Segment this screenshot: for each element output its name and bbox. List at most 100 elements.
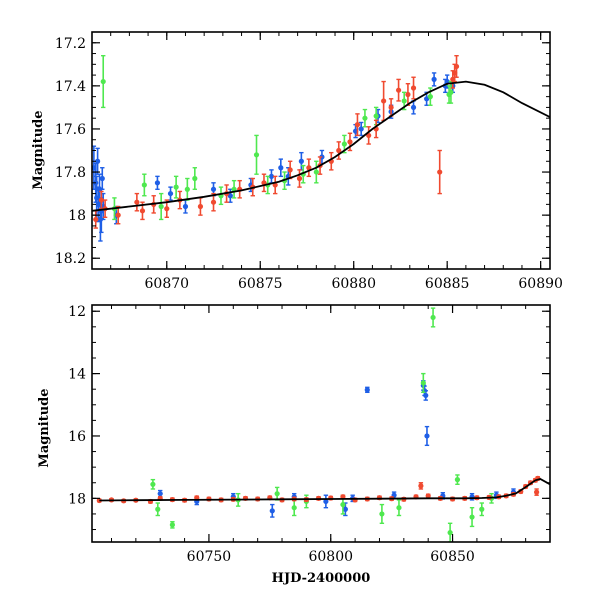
- bottom-red-marker: [534, 489, 540, 495]
- bottom-green-marker: [379, 511, 385, 517]
- top-blue-marker: [268, 173, 275, 179]
- top-red-marker: [336, 147, 342, 154]
- top-red-data-point: [388, 98, 394, 117]
- bottom-panel-frame: [91, 304, 551, 543]
- bottom-green-data-point: [169, 521, 175, 529]
- top-red-data-point: [296, 169, 303, 188]
- bottom-green-data-point: [430, 307, 436, 328]
- bottom-green-data-point: [396, 499, 402, 517]
- bottom-blue-marker: [364, 387, 370, 393]
- top-blue-marker: [431, 76, 437, 82]
- top-blue-marker: [298, 158, 304, 164]
- bottom-panel-axes: 60750 60800 60850 12 14 16 18: [68, 304, 551, 565]
- top-green-data-point: [253, 134, 260, 175]
- bottom-red-data-point: [389, 496, 395, 502]
- bottom-green-data-point: [469, 506, 475, 528]
- top-green-marker: [313, 169, 319, 175]
- top-green-marker: [158, 203, 164, 210]
- bottom-green-data-point: [155, 502, 161, 517]
- bottom-green-marker: [479, 506, 485, 512]
- top-green-marker: [341, 141, 347, 147]
- top-red-marker: [287, 167, 293, 173]
- bottom-red-marker: [425, 493, 431, 499]
- bottom-blue-marker: [342, 506, 348, 512]
- bottom-green-data-point: [447, 522, 453, 542]
- top-red-marker: [405, 91, 411, 98]
- top-green-data-point: [192, 167, 198, 190]
- top-red-marker: [453, 63, 460, 70]
- top-clipped-marks: [92, 55, 550, 242]
- top-green-data-point: [100, 55, 106, 109]
- top-green-marker: [100, 78, 106, 85]
- bottom-green-marker: [169, 522, 175, 528]
- top-blue-data-point: [167, 186, 174, 201]
- top-red-marker: [354, 122, 361, 128]
- top-red-marker: [347, 139, 353, 145]
- bottom-x-tick-label: 60850: [430, 549, 475, 565]
- top-red-data-point: [437, 149, 443, 195]
- top-red-marker: [134, 199, 140, 205]
- top-y-tick-label: 17.4: [55, 79, 86, 95]
- top-red-data-point: [210, 192, 217, 212]
- bottom-panel-full-light-curve: 60750 60800 60850 12 14 16 18 Magnitude HJD-24…: [37, 304, 551, 586]
- top-green-data-point: [141, 173, 147, 197]
- bottom-blue-data-point: [424, 425, 430, 447]
- top-x-tick-label: 60880: [331, 276, 376, 292]
- top-blue-marker: [95, 158, 101, 164]
- bottom-blue-marker: [269, 508, 275, 514]
- bottom-green-data-point: [379, 503, 385, 524]
- top-green-data-point: [448, 80, 454, 104]
- bottom-green-marker: [274, 491, 280, 497]
- top-model-curve: [92, 80, 550, 212]
- bottom-panel-x-axis-title: HJD-2400000: [272, 571, 371, 586]
- bottom-green-data-point: [420, 372, 426, 394]
- top-blue-marker: [278, 165, 284, 171]
- top-red-data-point: [336, 141, 342, 160]
- top-green-data-point: [158, 192, 164, 221]
- bottom-green-marker: [150, 481, 156, 487]
- top-blue-marker: [358, 126, 364, 132]
- bottom-model-curve: [99, 478, 550, 502]
- top-panel-zoomed-light-curve: 60870 60875 60880 60885 60890 17.2 17.4 17.6 17.…: [31, 31, 563, 292]
- bottom-green-marker: [454, 477, 461, 483]
- top-blue-marker: [154, 180, 161, 186]
- top-red-marker: [306, 165, 312, 171]
- top-red-marker: [197, 203, 204, 210]
- top-blue-marker: [210, 186, 217, 192]
- top-blue-marker: [167, 190, 174, 197]
- top-red-marker: [98, 197, 104, 203]
- top-y-tick-label: 17.8: [55, 165, 86, 181]
- top-panel-plot-area: [92, 55, 550, 242]
- top-green-data-point: [173, 175, 179, 199]
- top-x-tick-label: 60885: [425, 276, 470, 292]
- top-blue-marker: [99, 175, 105, 182]
- top-green-marker: [173, 184, 179, 190]
- top-red-data-point: [197, 197, 204, 216]
- bottom-green-marker: [340, 501, 346, 508]
- top-red-marker: [410, 85, 417, 91]
- top-red-data-point: [410, 76, 417, 100]
- bottom-clipped-marks: [96, 307, 550, 542]
- top-red-data-point: [354, 113, 361, 137]
- top-green-marker: [427, 94, 433, 100]
- bottom-y-tick-label: 14: [68, 367, 86, 383]
- top-green-marker: [373, 113, 379, 119]
- bottom-green-marker: [396, 505, 402, 511]
- top-panel-axes: 60870 60875 60880 60885 60890 17.2 17.4 17.6 17.…: [55, 32, 563, 292]
- top-blue-data-point: [358, 121, 364, 137]
- top-blue-marker: [410, 104, 417, 111]
- top-blue-data-point: [99, 167, 105, 190]
- top-green-marker: [401, 98, 407, 104]
- bottom-red-marker: [418, 483, 424, 489]
- top-red-marker: [164, 206, 170, 212]
- bottom-blue-marker: [157, 491, 163, 497]
- bottom-green-data-point: [479, 502, 485, 517]
- top-red-marker: [437, 169, 443, 175]
- bottom-x-tick-label: 60800: [308, 549, 353, 565]
- bottom-green-marker: [430, 314, 436, 321]
- top-green-data-point: [184, 177, 190, 201]
- top-red-data-point: [272, 175, 278, 195]
- top-x-tick-label: 60870: [145, 276, 190, 292]
- bottom-blue-marker: [323, 498, 329, 505]
